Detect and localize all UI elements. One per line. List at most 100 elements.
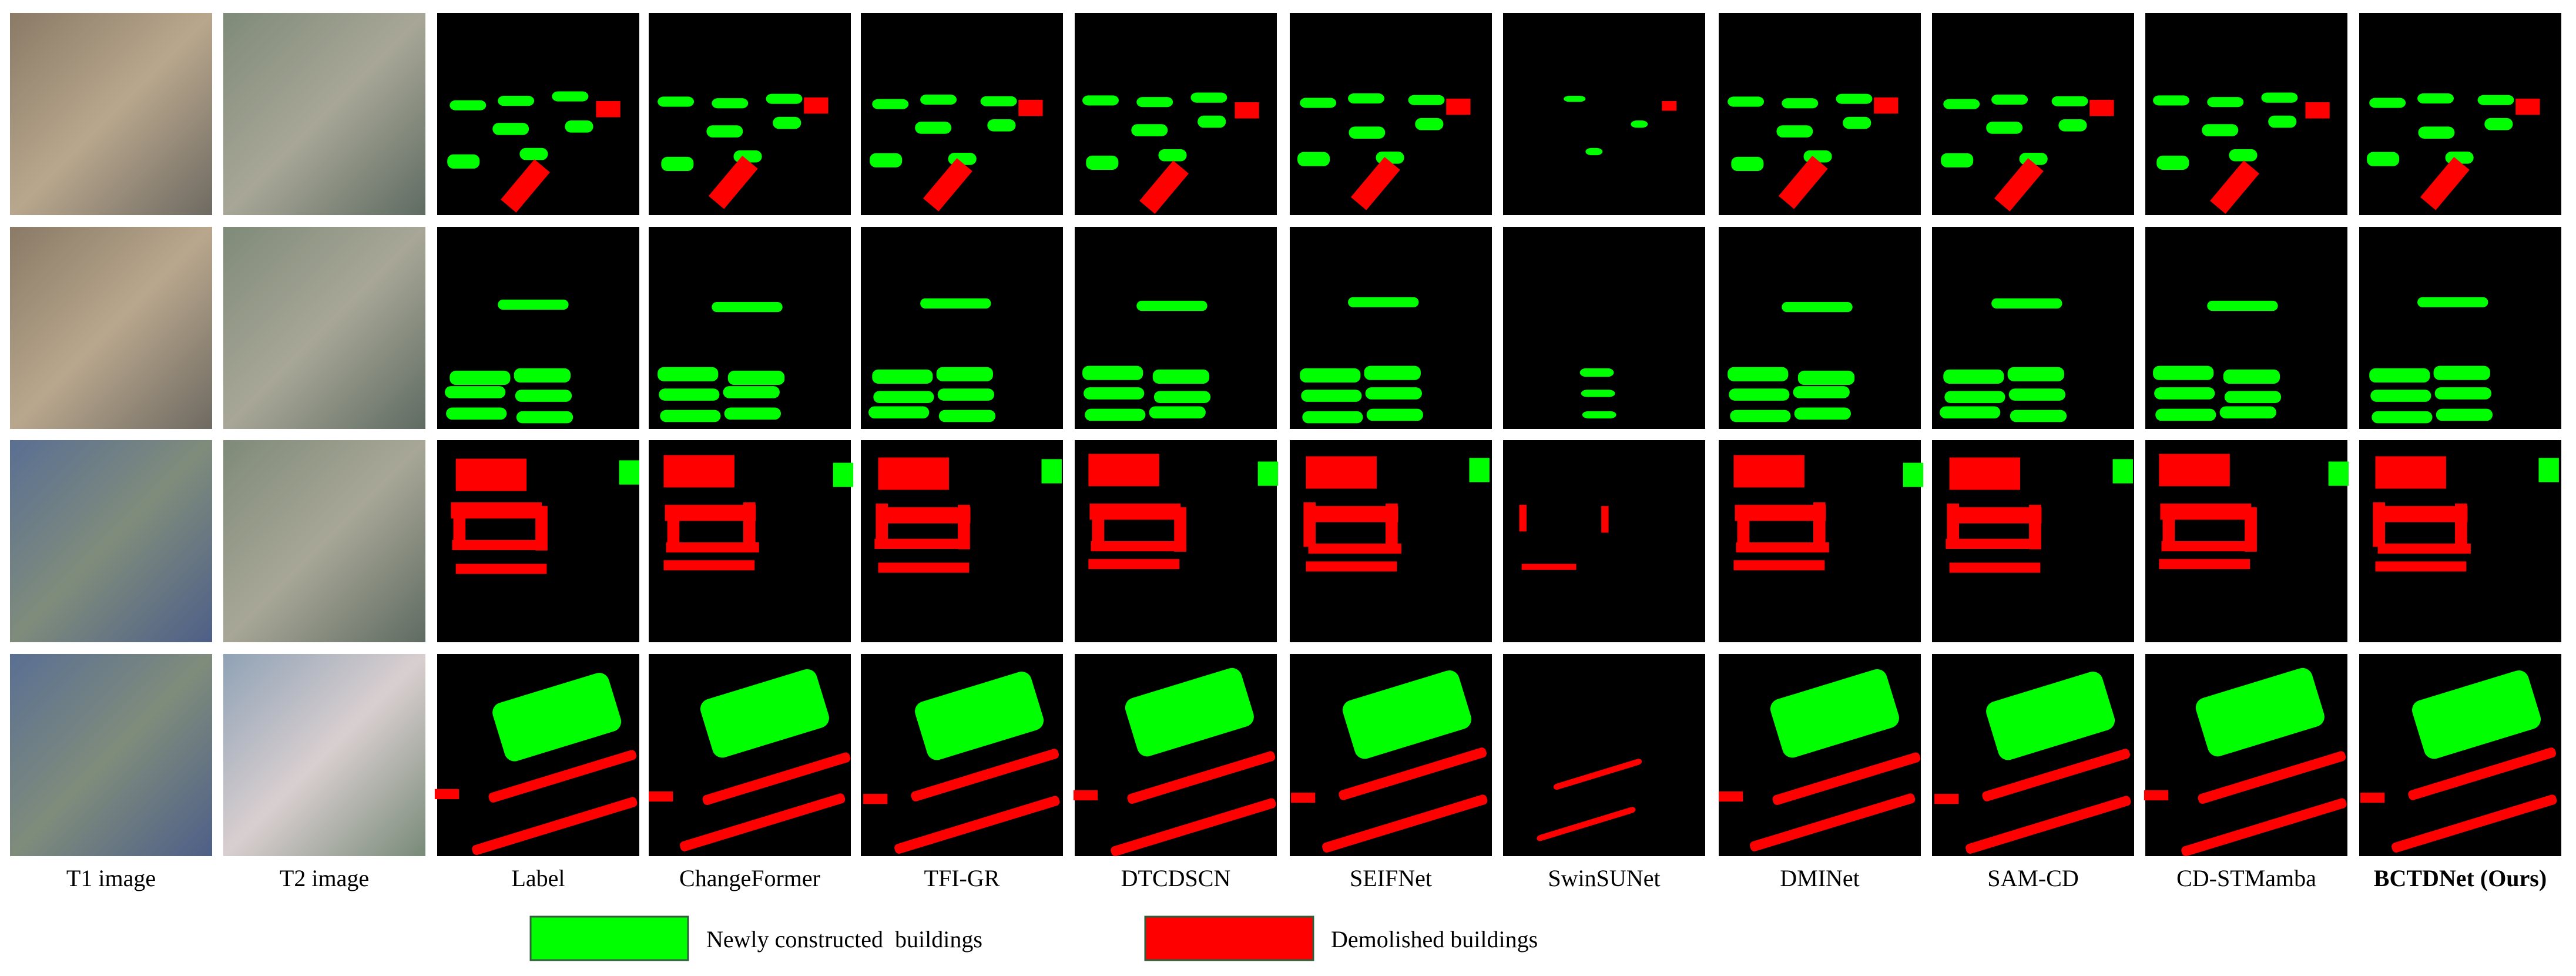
new-building-region (1085, 408, 1146, 421)
demolished-region (1601, 506, 1609, 533)
demolished-region (1306, 561, 1397, 572)
mask-tile (1932, 654, 2134, 856)
new-building-region (833, 462, 854, 487)
new-building-region (1729, 388, 1790, 401)
new-building-region (937, 388, 995, 401)
demolished-region (2210, 160, 2259, 214)
demolished-region (2377, 544, 2471, 554)
demolished-region (2159, 559, 2250, 569)
mask-tile (2144, 654, 2347, 857)
demolished-region (2181, 798, 2347, 857)
demolished-region (666, 542, 759, 553)
demolished-region (1736, 542, 1829, 553)
new-building-region (1582, 411, 1616, 419)
new-building-region (2008, 388, 2066, 401)
new-building-region (727, 370, 785, 385)
photo-tile (10, 227, 212, 429)
new-building-region (2051, 96, 2088, 106)
mask-tile (1503, 227, 1705, 429)
column-caption: Label (511, 865, 565, 891)
new-building-region (1944, 391, 2005, 403)
new-building-region (1366, 408, 1424, 421)
column-caption: SwinSUNet (1548, 865, 1660, 891)
mask-tile (1075, 227, 1277, 429)
mask-tile (861, 440, 1063, 642)
new-building-region (1348, 93, 1384, 104)
new-building-region (1297, 152, 1330, 166)
photo-tile (10, 13, 212, 215)
new-building-region (920, 298, 991, 308)
new-building-region (447, 154, 480, 169)
legend-swatch (529, 915, 689, 961)
demolished-region (702, 752, 851, 805)
demolished-region (2455, 504, 2467, 548)
mask-tile (1503, 654, 1705, 856)
new-building-region (936, 367, 993, 381)
new-building-region (2156, 155, 2189, 170)
new-building-region (1797, 370, 1855, 385)
new-building-region (1579, 368, 1614, 377)
new-building-region (659, 388, 720, 401)
demolished-region (958, 505, 970, 549)
new-building-region (712, 301, 783, 313)
demolished-region (1735, 505, 1826, 521)
new-building-region (1300, 98, 1337, 108)
demolished-region (2305, 102, 2330, 119)
mask-tile (1503, 13, 1705, 215)
demolished-region (923, 158, 972, 212)
mask-tile (1290, 13, 1492, 215)
new-building-region (773, 116, 801, 129)
new-building-region (2007, 367, 2064, 381)
photo-tile (223, 227, 425, 429)
new-building-region (1728, 367, 1789, 381)
demolished-region (1308, 544, 1401, 554)
new-building-region (1082, 365, 1143, 380)
mask-tile (1719, 440, 1924, 642)
new-building-region (1941, 153, 1974, 167)
new-building-region (873, 391, 934, 403)
new-building-region (1082, 95, 1119, 106)
new-building-region (723, 386, 780, 398)
demolished-region (1950, 507, 2042, 524)
new-building-region (938, 410, 996, 422)
new-building-region (1348, 297, 1419, 307)
demolished-region (663, 455, 734, 488)
demolished-region (665, 505, 756, 521)
new-building-region (1301, 390, 1362, 402)
new-building-region (1943, 99, 1980, 109)
demolished-region (1088, 454, 1159, 487)
mask-tile (1290, 440, 1492, 642)
demolished-region (2375, 561, 2467, 572)
mask-background (1503, 654, 1705, 856)
demolished-region (1994, 158, 2044, 212)
photo-tile (223, 654, 425, 856)
demolished-region (1339, 747, 1487, 800)
new-building-region (872, 99, 909, 109)
new-building-region (2370, 390, 2431, 402)
demolished-region (434, 789, 459, 799)
new-building-region (2328, 461, 2349, 486)
demolished-region (2391, 794, 2557, 853)
legend-label: Demolished buildings (1331, 926, 1538, 952)
new-building-region (700, 669, 829, 758)
demolished-region (1291, 792, 1316, 803)
mask-tile (861, 654, 1063, 856)
new-building-region (2417, 297, 2488, 307)
new-building-region (2372, 411, 2433, 424)
new-building-region (712, 98, 749, 109)
new-building-region (1041, 459, 1062, 484)
mask-tile (2145, 227, 2347, 429)
new-building-region (915, 672, 1044, 760)
demolished-region (879, 507, 971, 524)
new-building-region (2434, 387, 2491, 400)
column-caption: DTCDSCN (1121, 865, 1231, 891)
column-caption: SEIFNet (1350, 865, 1432, 891)
demolished-region (1111, 798, 1276, 857)
demolished-region (488, 750, 637, 803)
new-building-region (2155, 408, 2216, 421)
mask-tile (2359, 440, 2561, 642)
demolished-region (2144, 790, 2169, 801)
mask-tile (649, 13, 851, 215)
demolished-region (649, 791, 673, 802)
demolished-region (2360, 792, 2385, 803)
